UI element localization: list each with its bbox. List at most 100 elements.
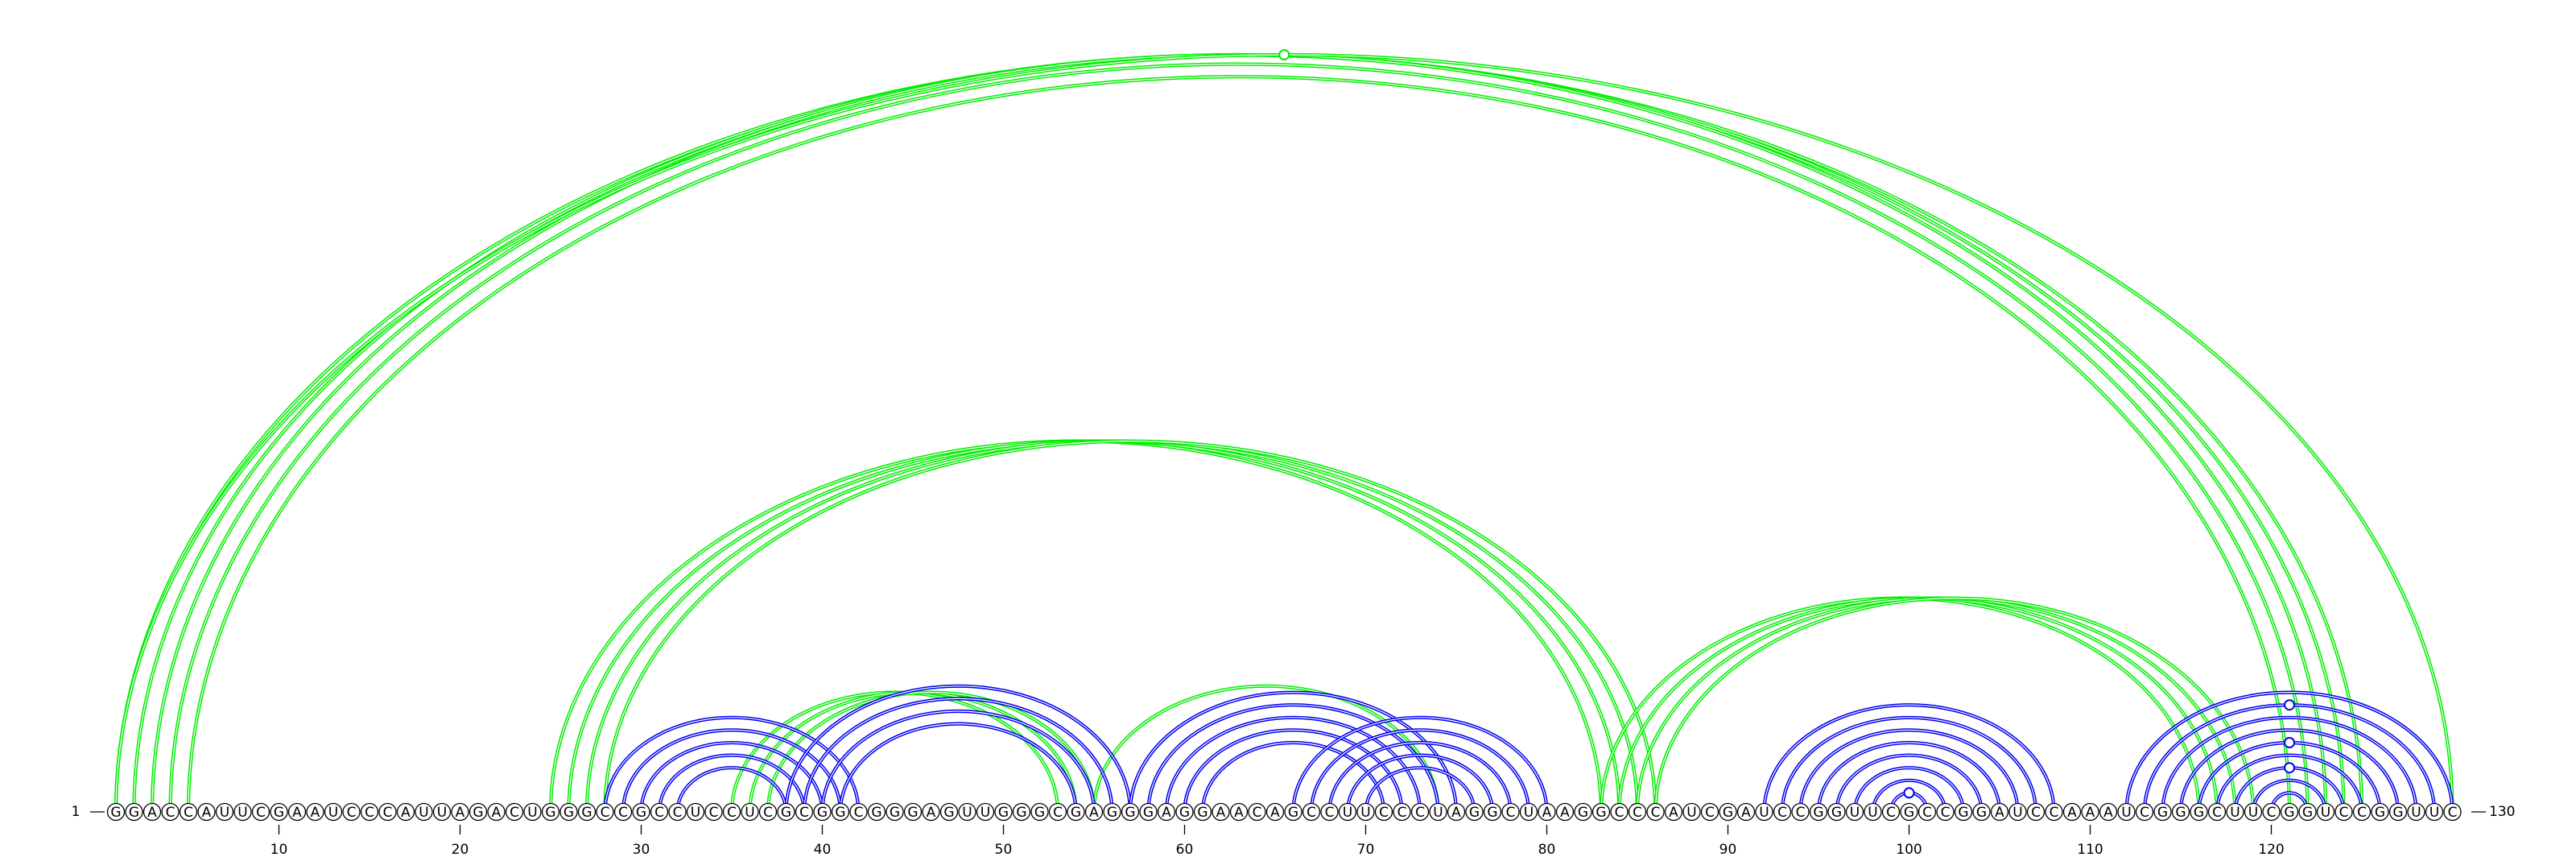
nucleotide-circle xyxy=(1139,802,1158,822)
nucleotide-circle xyxy=(2045,802,2063,822)
nucleotide-letter: C xyxy=(1379,805,1389,821)
nucleotide-circle xyxy=(2117,802,2136,822)
green-pair-arc-core xyxy=(1654,598,2254,813)
blue-pair-arc-core xyxy=(1347,755,1493,813)
apex-marker xyxy=(2284,737,2295,748)
nucleotide-letter: G xyxy=(1596,805,1606,821)
nucleotide-letter: G xyxy=(1197,805,1208,821)
nucleotide-26: G xyxy=(559,802,578,822)
nucleotide-letter: A xyxy=(147,805,157,821)
nucleotide-13: U xyxy=(324,802,343,822)
nucleotide-circle xyxy=(396,802,415,822)
nucleotide-letter: C xyxy=(709,805,719,821)
tick-label: 60 xyxy=(1176,842,1194,857)
nucleotide-circle xyxy=(1538,802,1556,822)
nucleotide-40: G xyxy=(813,802,832,822)
nucleotide-53: C xyxy=(1048,802,1067,822)
tick-label: 110 xyxy=(2077,842,2103,857)
nucleotide-letter: U xyxy=(527,805,537,821)
nucleotide-100: G xyxy=(1900,802,1918,822)
green-pair-arc-core xyxy=(169,64,2309,813)
nucleotide-circle xyxy=(2008,802,2027,822)
nucleotide-42: C xyxy=(849,802,868,822)
nucleotide-letter: G xyxy=(1034,805,1045,821)
nucleotide-letter: A xyxy=(1995,805,2004,821)
nucleotide-circle xyxy=(1429,802,1447,822)
nucleotide-circle xyxy=(487,802,506,822)
nucleotide-30: G xyxy=(632,802,650,822)
blue-pair-arc-core xyxy=(803,698,1113,813)
nucleotide-letter: U xyxy=(1360,805,1370,821)
nucleotide-circle xyxy=(922,802,940,822)
nucleotide-112: U xyxy=(2117,802,2136,822)
nucleotide-circle xyxy=(2081,802,2099,822)
nucleotide-55: A xyxy=(1084,802,1104,822)
nucleotide-letter: G xyxy=(2392,805,2403,821)
nucleotide-letter: C xyxy=(2050,805,2059,821)
nucleotide-128: U xyxy=(2407,802,2425,822)
green-pair-arc-core xyxy=(1093,685,1439,813)
nucleotide-letter: C xyxy=(799,805,809,821)
nucleotide-letter: A xyxy=(311,805,320,821)
nucleotide-3: A xyxy=(142,802,162,822)
nucleotide-circle xyxy=(2262,802,2281,822)
nucleotide-letter: G xyxy=(1143,805,1154,821)
nucleotide-41: G xyxy=(831,802,850,822)
nucleotide-letter: C xyxy=(383,805,393,821)
tick-label: 120 xyxy=(2258,842,2284,857)
nucleotide-letter: A xyxy=(202,805,212,821)
nucleotide-letter: G xyxy=(1723,805,1733,821)
nucleotide-circle xyxy=(197,802,216,822)
nucleotide-letter: C xyxy=(1397,805,1407,821)
nucleotide-62: A xyxy=(1212,802,1230,822)
tick-label: 90 xyxy=(1719,842,1737,857)
nucleotide-34: C xyxy=(704,802,723,822)
blue-pair-arc-core xyxy=(2252,780,2326,813)
nucleotide-circle xyxy=(976,802,995,822)
nucleotide-circle xyxy=(142,802,162,822)
arcs-layer xyxy=(114,49,2454,813)
nucleotide-letter: C xyxy=(365,805,374,821)
nucleotide-letter: G xyxy=(2375,805,2385,821)
nucleotide-69: U xyxy=(1338,802,1357,822)
nucleotide-letter: A xyxy=(1741,805,1751,821)
nucleotide-circle xyxy=(2226,802,2244,822)
nucleotide-letter: G xyxy=(1125,805,1135,821)
nucleotide-12: A xyxy=(306,802,324,822)
nucleotide-67: C xyxy=(1302,802,1321,822)
nucleotide-56: G xyxy=(1103,802,1121,822)
nucleotide-circle xyxy=(1719,802,1737,822)
nucleotide-circle xyxy=(1447,802,1466,822)
nucleotide-84: C xyxy=(1610,802,1629,822)
nucleotide-circle xyxy=(2244,802,2263,822)
nucleotide-113: C xyxy=(2135,802,2154,822)
nucleotide-circle xyxy=(2171,802,2190,822)
nucleotide-letter: U xyxy=(1759,805,1769,821)
blue-pair-arc-core xyxy=(1799,729,2019,813)
blue-pair-arc-core xyxy=(785,685,1131,813)
nucleotide-letter: U xyxy=(2230,805,2240,821)
nucleotide-73: C xyxy=(1410,802,1430,822)
nucleotide-circle xyxy=(451,802,469,822)
nucleotide-circle xyxy=(251,802,270,822)
nucleotide-circle xyxy=(1845,802,1864,822)
nucleotide-96: G xyxy=(1827,802,1846,822)
nucleotide-circle xyxy=(1900,802,1918,822)
nucleotide-circle xyxy=(1320,802,1339,822)
nucleotide-letter: C xyxy=(2212,805,2222,821)
nucleotide-letter: C xyxy=(763,805,773,821)
nucleotide-circle xyxy=(287,802,307,822)
nucleotide-circle xyxy=(741,802,759,822)
nucleotide-43: G xyxy=(867,802,886,822)
nucleotide-circle xyxy=(2443,802,2462,822)
nucleotide-letter: G xyxy=(2302,805,2313,821)
nucleotide-letter: C xyxy=(1777,805,1787,821)
blue-pair-arc-core xyxy=(1328,742,1512,813)
nucleotide-circle xyxy=(1302,802,1321,822)
nucleotide-letter: G xyxy=(1958,805,1968,821)
nucleotide-letter: G xyxy=(129,805,139,821)
nucleotide-letter: C xyxy=(727,805,737,821)
nucleotide-circle xyxy=(1157,802,1176,822)
blue-pair-arc-core xyxy=(658,755,805,813)
